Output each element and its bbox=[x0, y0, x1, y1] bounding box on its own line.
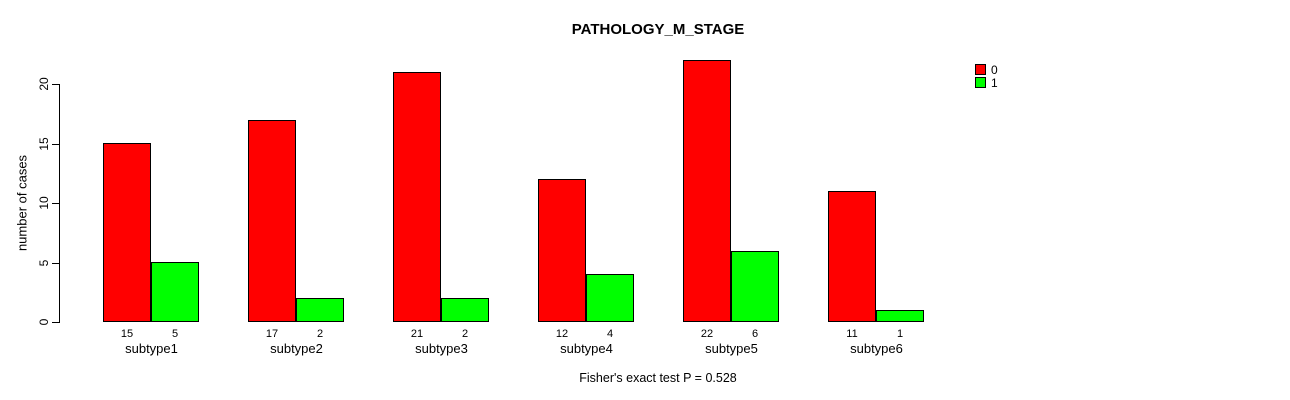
bar-1-subtype2 bbox=[296, 298, 344, 322]
legend-label: 0 bbox=[991, 63, 998, 77]
bar-value-label: 22 bbox=[700, 328, 714, 340]
stat-annotation: Fisher's exact test P = 0.528 bbox=[579, 371, 737, 385]
x-category-label: subtype4 bbox=[560, 341, 613, 356]
x-category-label: subtype5 bbox=[705, 341, 758, 356]
bar-1-subtype4 bbox=[586, 274, 634, 322]
bar-0-subtype1 bbox=[103, 143, 151, 322]
y-tick-label: 0 bbox=[37, 318, 51, 326]
bar-value-label: 17 bbox=[265, 328, 279, 340]
bar-value-label: 1 bbox=[896, 328, 904, 340]
bar-0-subtype4 bbox=[538, 179, 586, 322]
bar-value-label: 2 bbox=[461, 328, 469, 340]
y-tick-mark bbox=[52, 322, 59, 323]
bar-value-label: 4 bbox=[606, 328, 614, 340]
bar-1-subtype6 bbox=[876, 310, 924, 322]
y-axis-line bbox=[59, 84, 60, 323]
y-tick-mark bbox=[52, 84, 59, 85]
y-tick-label: 5 bbox=[37, 259, 51, 267]
bar-1-subtype3 bbox=[441, 298, 489, 322]
legend-swatch-1 bbox=[975, 77, 986, 88]
bar-1-subtype5 bbox=[731, 251, 779, 322]
bar-1-subtype1 bbox=[151, 262, 199, 322]
x-category-label: subtype3 bbox=[415, 341, 468, 356]
x-category-label: subtype1 bbox=[125, 341, 178, 356]
bar-value-label: 11 bbox=[846, 328, 858, 340]
y-tick-mark bbox=[52, 263, 59, 264]
bar-0-subtype5 bbox=[683, 60, 731, 322]
y-tick-mark bbox=[52, 203, 59, 204]
legend-label: 1 bbox=[991, 76, 998, 90]
y-axis-label: number of cases bbox=[14, 154, 30, 252]
y-tick-label: 20 bbox=[37, 77, 51, 91]
bar-0-subtype6 bbox=[828, 191, 876, 322]
legend-swatch-0 bbox=[975, 64, 986, 75]
x-category-label: subtype2 bbox=[270, 341, 323, 356]
bar-0-subtype2 bbox=[248, 120, 296, 322]
bar-value-label: 6 bbox=[751, 328, 759, 340]
bar-0-subtype3 bbox=[393, 72, 441, 322]
y-tick-label: 15 bbox=[37, 137, 51, 151]
chart-title: PATHOLOGY_M_STAGE bbox=[571, 21, 745, 38]
bar-value-label: 15 bbox=[120, 328, 134, 340]
bar-value-label: 12 bbox=[555, 328, 569, 340]
x-category-label: subtype6 bbox=[850, 341, 903, 356]
bar-value-label: 2 bbox=[316, 328, 324, 340]
y-tick-label: 10 bbox=[37, 196, 51, 210]
bar-value-label: 5 bbox=[171, 328, 179, 340]
y-tick-mark bbox=[52, 144, 59, 145]
bar-value-label: 21 bbox=[410, 328, 424, 340]
